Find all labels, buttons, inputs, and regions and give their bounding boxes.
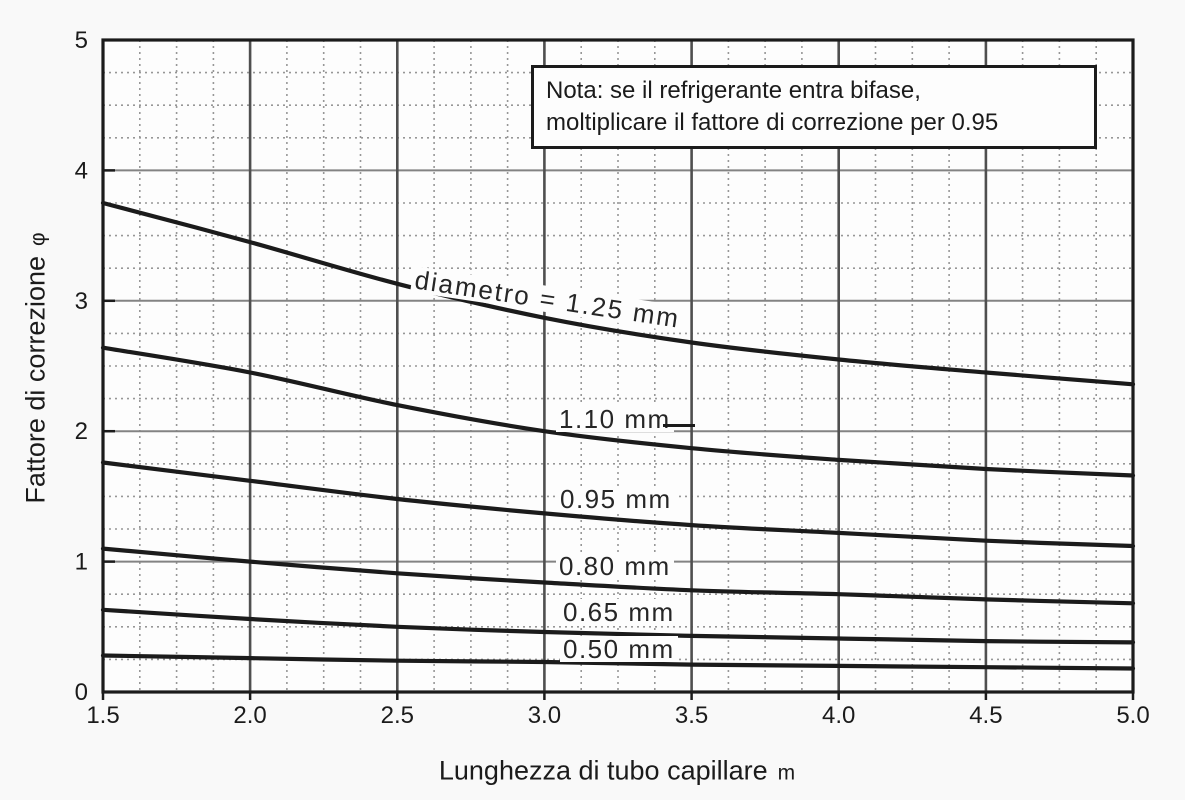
curve-series-2 [100,460,1136,549]
curve-series-4 [100,607,1136,645]
leader-line-icon [663,424,695,427]
x-tick-label: 2.0 [233,702,266,729]
curve-label-0-80-mm: 0.80 mm [556,553,674,579]
x-tick-label: 3.5 [675,702,708,729]
curve-label-0-65-mm: 0.65 mm [560,599,678,625]
y-tick-label: 2 [75,418,88,445]
y-tick-label: 0 [75,679,88,706]
x-tick-label: 1.5 [86,702,119,729]
curve-series-5 [100,653,1136,671]
curve-label-1-10-mm: 1.10 mm [556,406,674,432]
x-tick-label: 4.0 [822,702,855,729]
note-box: Nota: se il refrigerante entra bifase, m… [531,65,1097,149]
curve-label-0-95-mm: 0.95 mm [557,486,675,512]
y-tick-label: 3 [75,288,88,315]
note-line-2: moltiplicare il fattore di correzione pe… [546,109,999,136]
y-axis-title-text: Fattore di correzione [20,256,51,504]
phi-symbol: φ [26,232,50,246]
curve-series-0 [100,200,1136,387]
note-line-1: Nota: se il refrigerante entra bifase, [546,77,921,104]
curve-series-1 [100,345,1136,478]
y-tick-label: 4 [75,157,88,184]
curve-label-0-50-mm: 0.50 mm [560,636,678,662]
x-axis-title: Lunghezza di tubo capillare m [439,756,795,787]
y-tick-label: 1 [75,549,88,576]
x-tick-label: 4.5 [969,702,1002,729]
curve-series-3 [100,546,1136,606]
x-axis-title-text: Lunghezza di tubo capillare [438,755,768,786]
x-tick-label: 2.5 [381,702,414,729]
plot-frame [101,38,1135,694]
x-axis-unit: m [777,761,796,785]
y-axis-title: Fattore di correzione φ [21,232,52,503]
y-tick-label: 5 [75,27,88,54]
x-tick-label: 5.0 [1116,702,1149,729]
x-tick-label: 3.0 [528,702,561,729]
